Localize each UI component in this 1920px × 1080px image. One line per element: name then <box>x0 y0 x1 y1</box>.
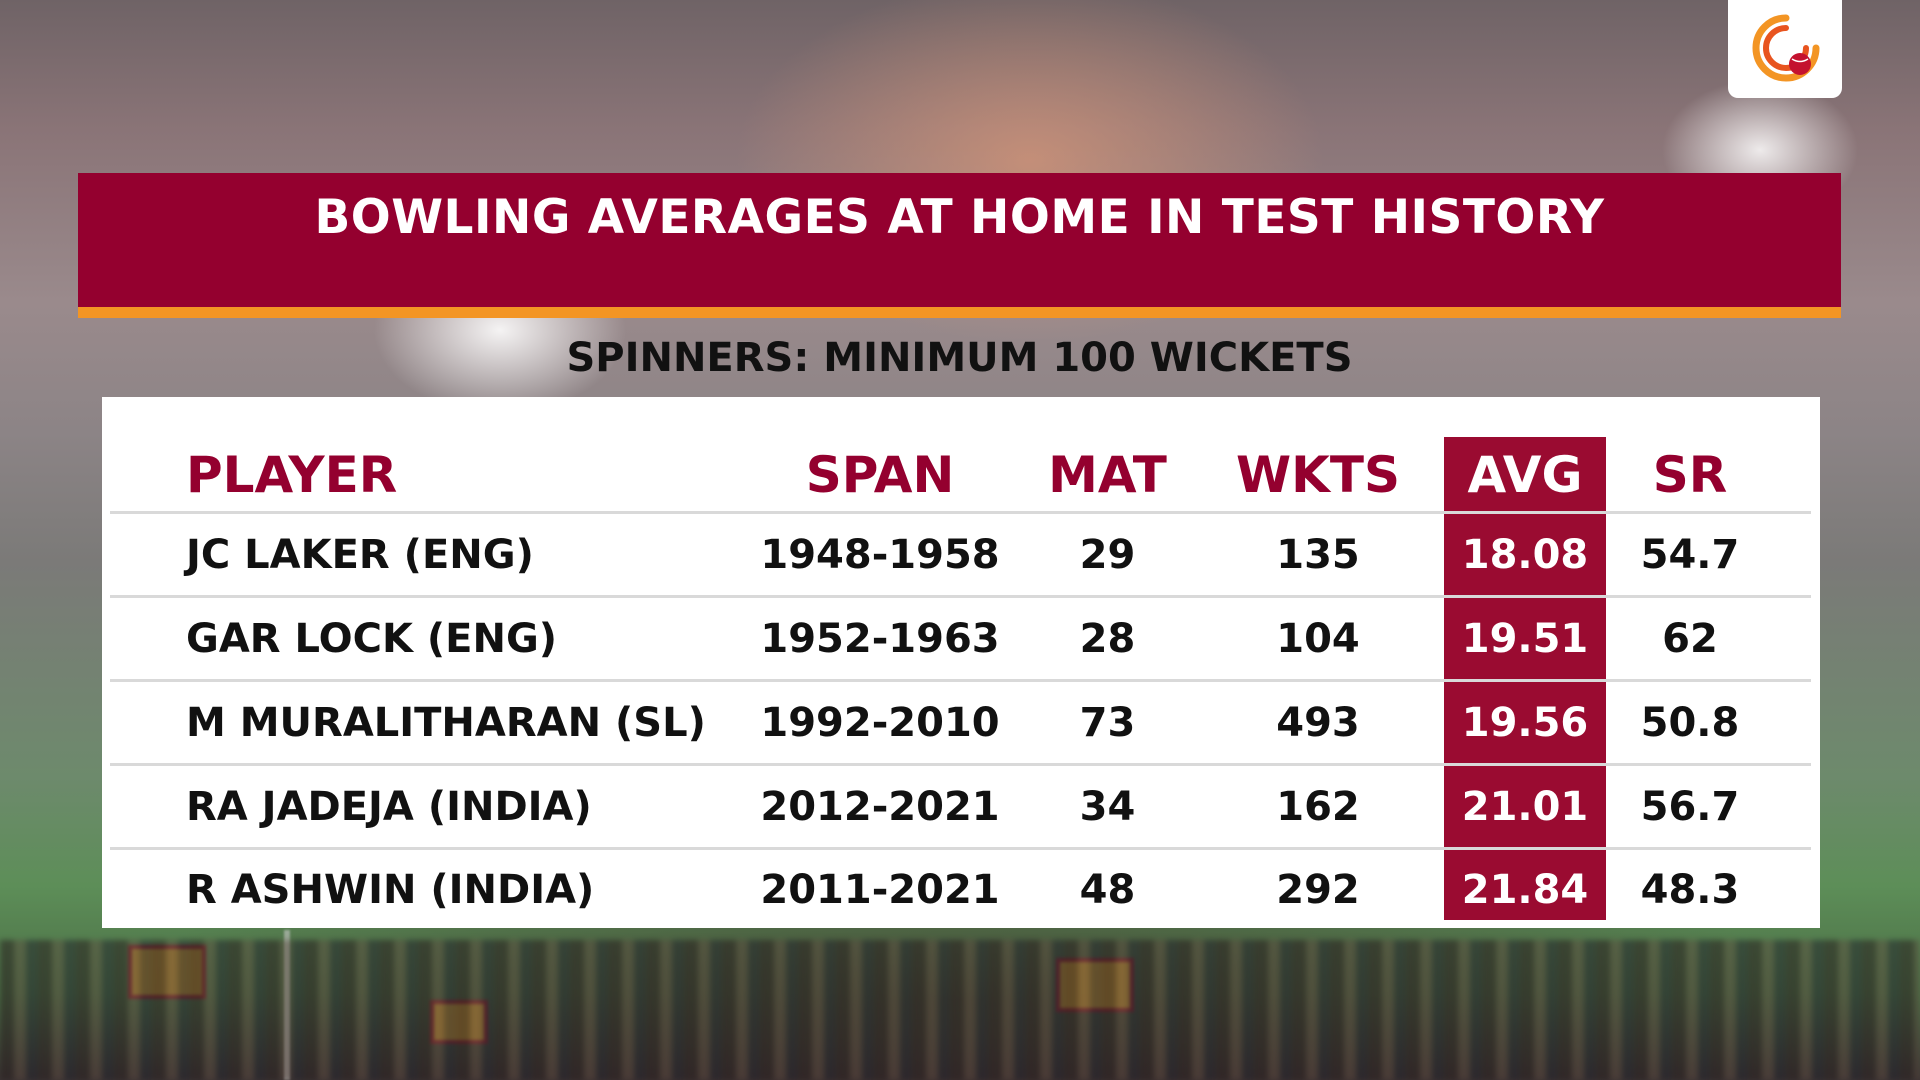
cell-avg: 19.51 <box>1461 615 1589 662</box>
cell-mat: 48 <box>1079 867 1136 913</box>
column-header-span: SPAN <box>805 445 955 504</box>
cell-avg: 19.56 <box>1461 699 1589 746</box>
row-divider <box>110 511 1811 514</box>
cell-wkts: 493 <box>1276 699 1360 746</box>
column-header-wkts: WKTS <box>1235 445 1400 504</box>
brand-logo <box>1728 0 1842 98</box>
cell-player: R ASHWIN (INDIA) <box>186 867 595 913</box>
cell-mat: 29 <box>1079 531 1136 578</box>
column-header-player: PLAYER <box>186 445 398 504</box>
cell-sr: 62 <box>1662 615 1718 662</box>
table-row: R ASHWIN (INDIA) 2011-2021 48 292 21.84 … <box>0 850 1920 930</box>
cell-wkts: 135 <box>1276 531 1360 578</box>
table-row: M MURALITHARAN (SL) 1992-2010 73 493 19.… <box>0 682 1920 763</box>
title-banner-stripe <box>78 307 1841 318</box>
cell-span: 1952-1963 <box>760 615 1000 662</box>
chart-subtitle: SPINNERS: MINIMUM 100 WICKETS <box>566 335 1353 381</box>
cell-mat: 28 <box>1079 615 1136 662</box>
cricket-ball-logo-icon <box>1752 14 1820 82</box>
cell-mat: 34 <box>1079 783 1136 830</box>
cell-avg: 21.84 <box>1461 867 1589 913</box>
column-header-sr: SR <box>1652 445 1728 504</box>
cell-player: RA JADEJA (INDIA) <box>186 783 592 830</box>
cell-mat: 73 <box>1079 699 1136 746</box>
cell-sr: 54.7 <box>1640 531 1740 578</box>
cell-avg: 21.01 <box>1461 783 1589 830</box>
table-header-row: PLAYER SPAN MAT WKTS AVG SR <box>0 437 1920 512</box>
cell-sr: 56.7 <box>1640 783 1740 830</box>
column-header-avg: AVG <box>1467 445 1583 504</box>
cell-sr: 48.3 <box>1640 867 1740 913</box>
row-divider <box>110 847 1811 850</box>
cell-player: GAR LOCK (ENG) <box>186 615 558 662</box>
title-banner <box>78 173 1841 307</box>
row-divider <box>110 679 1811 682</box>
background-crowd <box>0 940 1920 1080</box>
cell-span: 1992-2010 <box>760 699 1000 746</box>
row-divider <box>110 763 1811 766</box>
avg-column-highlight <box>1444 437 1606 920</box>
cell-sr: 50.8 <box>1640 699 1740 746</box>
cell-wkts: 162 <box>1276 783 1360 830</box>
row-divider <box>110 595 1811 598</box>
column-header-mat: MAT <box>1048 445 1167 504</box>
cell-wkts: 292 <box>1276 867 1360 913</box>
cell-span: 1948-1958 <box>760 531 1000 578</box>
cell-span: 2011-2021 <box>760 867 1000 913</box>
cell-wkts: 104 <box>1276 615 1360 662</box>
cell-player: JC LAKER (ENG) <box>186 531 534 578</box>
cell-span: 2012-2021 <box>760 783 1000 830</box>
cell-player: M MURALITHARAN (SL) <box>186 699 706 746</box>
chart-title: BOWLING AVERAGES AT HOME IN TEST HISTORY <box>314 190 1605 245</box>
cell-avg: 18.08 <box>1461 531 1589 578</box>
table-row: RA JADEJA (INDIA) 2012-2021 34 162 21.01… <box>0 766 1920 847</box>
table-row: GAR LOCK (ENG) 1952-1963 28 104 19.51 62 <box>0 598 1920 679</box>
table-row: JC LAKER (ENG) 1948-1958 29 135 18.08 54… <box>0 514 1920 595</box>
